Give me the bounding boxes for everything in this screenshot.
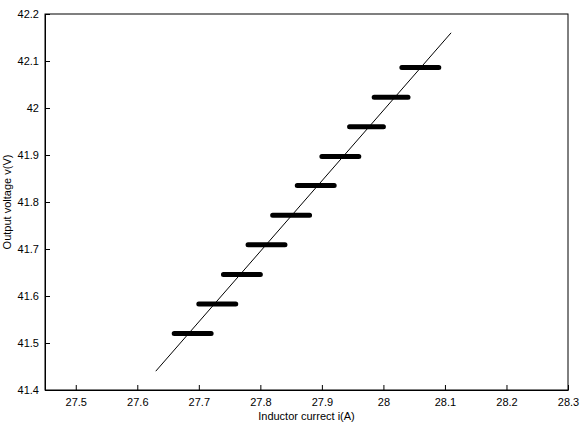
x-axis-tick-mark: [506, 385, 507, 390]
x-axis-tick: 28: [378, 385, 390, 408]
y-axis-tick-label: 41.4: [18, 384, 39, 396]
x-axis-tick-label: 27.5: [66, 396, 87, 408]
x-axis-tick: 28.2: [496, 385, 517, 408]
y-axis: 41.4 41.5 41.6 41.7 41.8 41.9 42 42.1 42.2: [18, 8, 50, 396]
x-axis-tick-mark: [76, 385, 77, 390]
x-axis-tick-mark: [445, 385, 446, 390]
x-axis-tick: 27.6: [127, 385, 148, 408]
x-axis-tick: 27.9: [312, 385, 333, 408]
x-axis-tick: 28.3: [558, 385, 579, 408]
y-axis-tick: 41.6: [18, 290, 50, 302]
y-axis-tick-mark: [45, 61, 50, 62]
y-axis-tick-mark: [45, 390, 50, 391]
x-axis-tick-mark: [568, 385, 569, 390]
y-axis-tick: 41.8: [18, 196, 50, 208]
y-axis-tick: 41.7: [18, 243, 50, 255]
y-axis-tick-mark: [45, 14, 50, 15]
y-axis-tick-mark: [45, 296, 50, 297]
y-axis-tick-mark: [45, 249, 50, 250]
y-axis-tick-mark: [45, 343, 50, 344]
y-axis-tick-label: 42.2: [18, 8, 39, 20]
x-axis-title: Inductor currect i(A): [258, 410, 355, 422]
x-axis-tick-label: 28.2: [496, 396, 517, 408]
x-axis-tick-label: 27.9: [312, 396, 333, 408]
y-axis-tick: 42.1: [18, 55, 50, 67]
y-axis-tick: 42.2: [18, 8, 50, 20]
x-axis-tick-mark: [137, 385, 138, 390]
y-axis-tick-label: 41.6: [18, 290, 39, 302]
x-axis-tick: 28.1: [435, 385, 456, 408]
y-axis-tick-label: 41.8: [18, 196, 39, 208]
y-axis-tick: 41.9: [18, 149, 50, 161]
x-axis-tick-mark: [199, 385, 200, 390]
plot: 27.527.627.727.827.92828.128.228.341.441…: [18, 8, 580, 408]
x-axis-tick: 27.7: [189, 385, 210, 408]
x-axis: 27.5 27.6 27.7 27.8 27.9 28 28.1 28.2 28.3: [46, 385, 580, 408]
x-axis-tick-mark: [322, 385, 323, 390]
y-axis-tick-label: 41.5: [18, 337, 39, 349]
y-axis-tick-mark: [45, 155, 50, 156]
y-axis-tick: 41.5: [18, 337, 50, 349]
x-axis-tick-mark: [383, 385, 384, 390]
x-axis-tick: 27.8: [250, 385, 271, 408]
step-segments: [174, 68, 439, 334]
marks: [156, 33, 451, 371]
x-axis-tick-label: 28.3: [558, 396, 579, 408]
x-axis-tick-label: 27.7: [189, 396, 210, 408]
y-axis-tick-label: 41.7: [18, 243, 39, 255]
y-axis-tick-label: 42.1: [18, 55, 39, 67]
x-axis-tick-label: 28.1: [435, 396, 456, 408]
y-axis-tick-mark: [45, 108, 50, 109]
y-axis-tick-label: 42: [27, 102, 39, 114]
plot-frame: [45, 14, 568, 390]
y-axis-tick-label: 41.9: [18, 149, 39, 161]
x-axis-tick: 27.5: [66, 385, 87, 408]
x-axis-tick-label: 27.6: [127, 396, 148, 408]
y-axis-title: Output voltage v(V): [1, 155, 13, 250]
y-axis-tick: 42: [27, 102, 50, 114]
y-axis-tick-mark: [45, 202, 50, 203]
chart: 27.527.627.727.827.92828.128.228.341.441…: [0, 0, 588, 430]
y-axis-tick: 41.4: [18, 384, 50, 396]
x-axis-tick-label: 28: [378, 396, 390, 408]
x-axis-line: [46, 390, 569, 391]
line: [156, 33, 451, 371]
x-axis-tick-label: 27.8: [250, 396, 271, 408]
x-axis-tick-mark: [260, 385, 261, 390]
